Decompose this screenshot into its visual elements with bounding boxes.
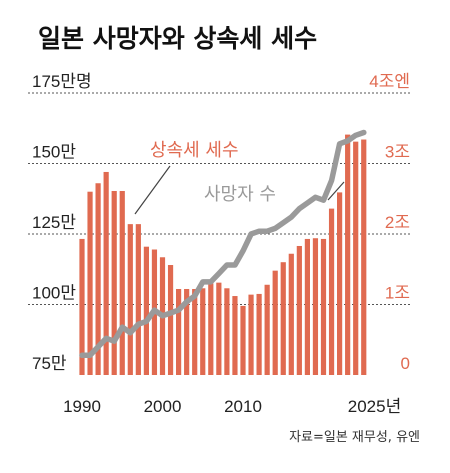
- deaths-label-leader: [327, 181, 345, 201]
- tax-series-label: 상속세 세수: [150, 140, 239, 161]
- tax-bar: [200, 288, 206, 375]
- chart-title: 일본 사망자와 상속세 세수: [38, 24, 317, 53]
- tax-bar: [361, 139, 367, 375]
- tax-bar: [119, 190, 125, 375]
- tax-bar: [264, 284, 270, 375]
- tax-bar: [79, 238, 85, 375]
- y-left-tick-label: 125만: [32, 213, 76, 232]
- y-axis-right: 0 1조 2조 3조 4조엔: [369, 72, 410, 373]
- tax-bar: [320, 238, 327, 375]
- x-tick-label: 2025년: [348, 397, 401, 416]
- tax-bar: [256, 293, 262, 375]
- tax-bar: [296, 245, 302, 375]
- tax-bar: [87, 191, 93, 375]
- y-left-tick-label: 175만명: [32, 72, 92, 91]
- tax-bar: [95, 183, 101, 375]
- tax-bar: [224, 288, 230, 375]
- tax-bar: [167, 265, 174, 375]
- tax-bar: [345, 134, 351, 375]
- x-tick-label: 2010: [224, 397, 262, 416]
- source-note: 자료=일본 재무성, 유엔: [289, 430, 420, 445]
- tax-bar: [143, 246, 149, 375]
- x-tick-label: 2000: [144, 397, 182, 416]
- tax-bar: [127, 224, 133, 375]
- tax-bar: [208, 283, 214, 375]
- tax-bar: [312, 238, 319, 375]
- tax-bar: [288, 253, 294, 375]
- y-right-tick-label: 1조: [385, 284, 410, 303]
- tax-bar: [248, 294, 254, 375]
- y-right-tick-label: 4조엔: [369, 72, 410, 91]
- tax-bar: [216, 282, 222, 375]
- tax-bar: [192, 288, 198, 375]
- x-tick-label: 1990: [63, 397, 101, 416]
- deaths-line-layer: [79, 129, 367, 359]
- y-right-tick-label: 2조: [385, 213, 410, 232]
- tax-bar: [280, 262, 286, 375]
- tax-label-leader: [134, 165, 171, 215]
- tax-bar: [103, 171, 109, 375]
- y-axis-left: 75만 100만 125만 150만 175만명: [32, 72, 92, 373]
- tax-bar: [328, 208, 335, 375]
- tax-revenue-bars: [79, 134, 367, 375]
- y-left-tick-label: 100만: [32, 284, 76, 303]
- x-axis: 1990 2000 2010 2025년: [63, 397, 401, 416]
- tax-bar: [353, 141, 359, 375]
- y-right-tick-label: 3조: [385, 143, 410, 162]
- tax-bar: [111, 190, 117, 375]
- tax-bar: [176, 288, 182, 375]
- y-left-tick-label: 75만: [32, 354, 67, 373]
- tax-bar: [184, 288, 190, 375]
- deaths-line: [79, 129, 367, 359]
- tax-bar: [232, 296, 238, 375]
- y-left-tick-label: 150만: [32, 143, 76, 162]
- tax-bar: [304, 238, 310, 375]
- tax-bar: [240, 305, 246, 375]
- tax-bar: [272, 270, 278, 375]
- tax-bar: [337, 192, 343, 375]
- tax-bar: [135, 224, 141, 375]
- y-right-tick-label: 0: [401, 354, 410, 373]
- deaths-series-label: 사망자 수: [204, 184, 276, 205]
